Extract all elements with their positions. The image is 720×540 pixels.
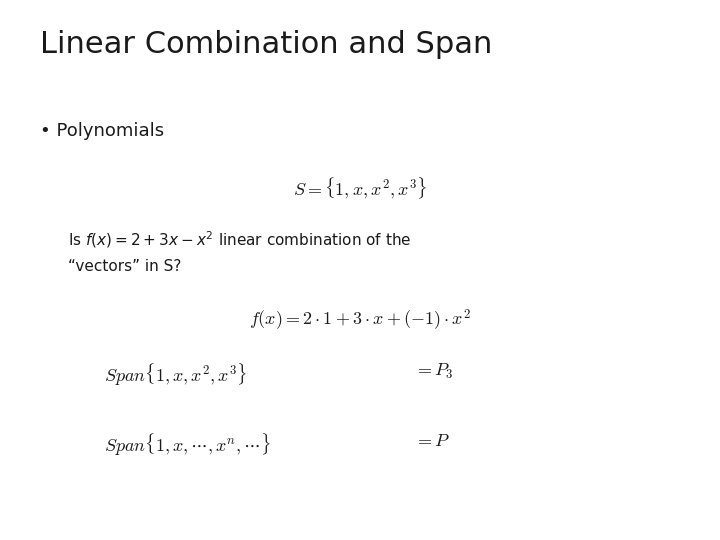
Text: Is $f(x) = 2 + 3x - x^2$ linear combination of the: Is $f(x) = 2 + 3x - x^2$ linear combinat…	[68, 230, 412, 250]
Text: • Polynomials: • Polynomials	[40, 122, 163, 139]
Text: $f(x) = 2 \cdot 1 + 3 \cdot x + (-1) \cdot x^2$: $f(x) = 2 \cdot 1 + 3 \cdot x + (-1) \cd…	[249, 308, 471, 333]
Text: $Span\{1, x, \cdots, x^n, \cdots \}$: $Span\{1, x, \cdots, x^n, \cdots \}$	[104, 432, 271, 458]
Text: $= P_3$: $= P_3$	[414, 362, 454, 381]
Text: Linear Combination and Span: Linear Combination and Span	[40, 30, 492, 59]
Text: “vectors” in S?: “vectors” in S?	[68, 259, 181, 274]
Text: $S = \{1, x, x^2, x^3 \}$: $S = \{1, x, x^2, x^3 \}$	[293, 176, 427, 201]
Text: $= P$: $= P$	[414, 432, 450, 450]
Text: $Span\{1, x, x^2, x^3 \}$: $Span\{1, x, x^2, x^3 \}$	[104, 362, 248, 388]
